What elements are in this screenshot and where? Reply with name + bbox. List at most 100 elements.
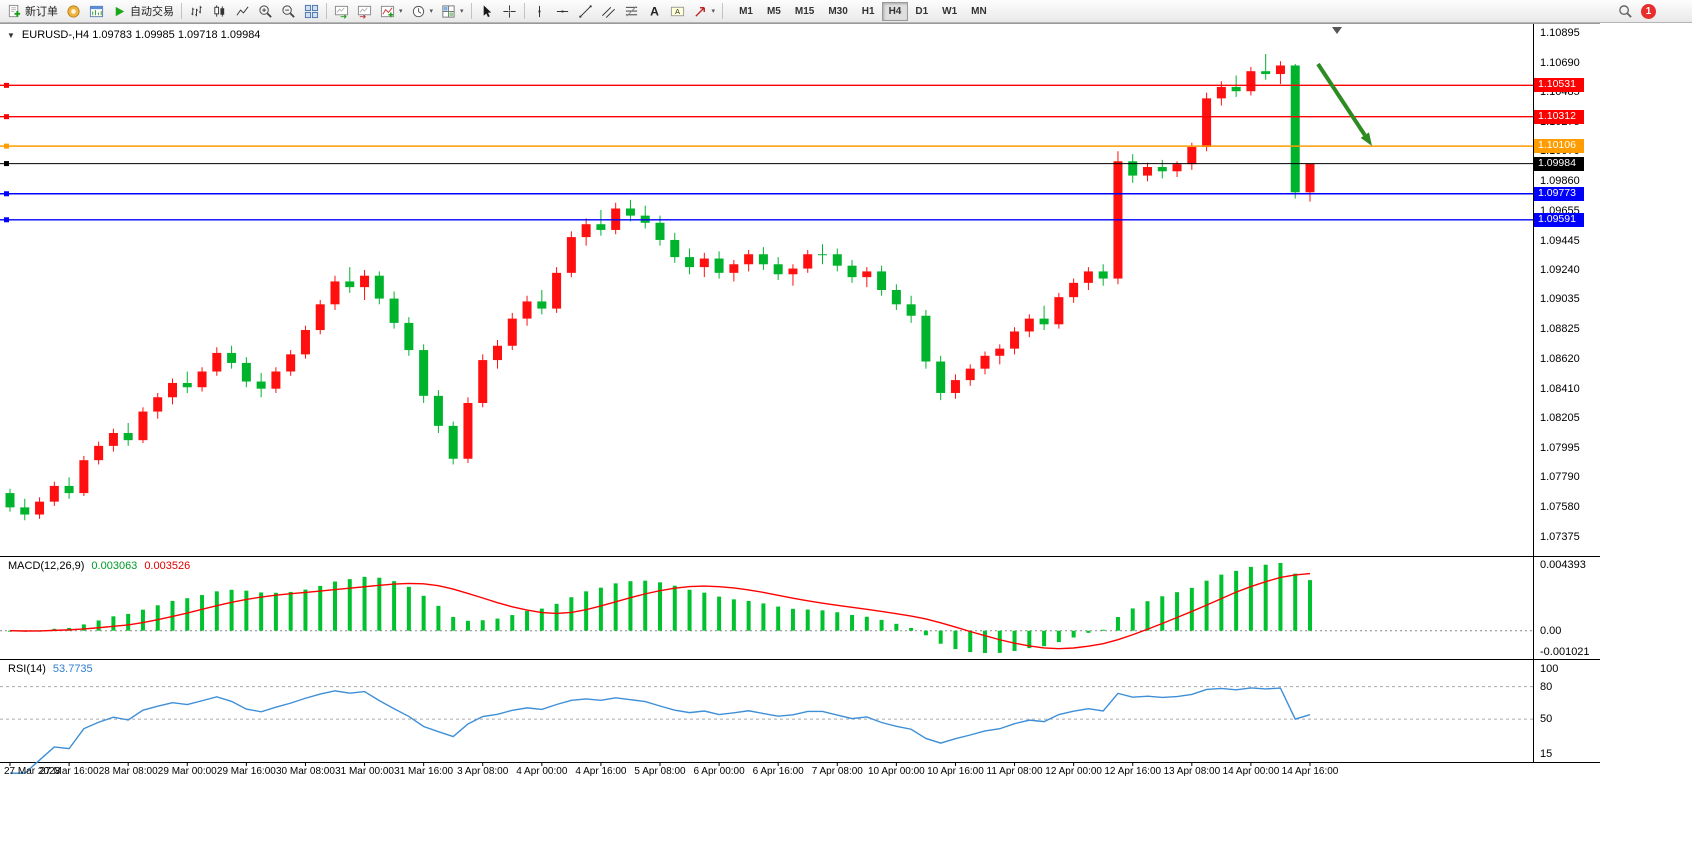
separator (523, 3, 525, 19)
charts-icon (89, 5, 104, 17)
templates-button[interactable]: ▾ (437, 2, 468, 21)
new-order-icon (8, 4, 21, 17)
price-axis-label: 1.07790 (1540, 471, 1580, 484)
macd-name: MACD(12,26,9) (8, 560, 85, 572)
crosshair-icon (502, 4, 516, 18)
time-axis-label: 13 Apr 08:00 (1163, 766, 1221, 777)
price-line-tag: 1.09773 (1534, 186, 1584, 201)
time-axis-label: 12 Apr 00:00 (1045, 766, 1102, 777)
main-toolbar: 新订单 自动交易 (0, 0, 1692, 23)
vertical-line-icon (538, 5, 540, 17)
symbol-ohlc-title: EURUSD-,H4 1.09783 1.09985 1.09718 1.099… (21, 29, 261, 41)
autoscroll-icon (334, 5, 349, 19)
rsi-indicator-label: RSI(14) 53.7735 (8, 663, 93, 675)
cursor-button[interactable] (475, 2, 498, 21)
horizontal-line-icon (556, 10, 568, 12)
autoscroll-button[interactable] (330, 2, 353, 21)
new-order-button[interactable]: 新订单 (3, 2, 62, 21)
trendline-button[interactable] (574, 2, 597, 21)
price-axis-label: 1.07375 (1540, 530, 1580, 543)
tile-windows-icon (304, 4, 319, 18)
vertical-line-button[interactable] (528, 2, 551, 21)
chart-title: ▼ EURUSD-,H4 1.09783 1.09985 1.09718 1.0… (7, 29, 260, 41)
timeframe-w1-button[interactable]: W1 (942, 5, 958, 17)
separator (326, 3, 327, 19)
timeframe-d1-button[interactable]: D1 (915, 5, 929, 17)
charts-button[interactable] (85, 2, 108, 21)
line-chart-button[interactable] (231, 2, 254, 21)
text-label-icon: A (670, 6, 684, 16)
price-line-tag: 1.10106 (1534, 139, 1584, 154)
timeframe-h4-button[interactable]: H4 (881, 1, 909, 21)
arrows-button[interactable]: ▾ (689, 2, 720, 21)
fibonacci-icon (625, 5, 637, 17)
timeframe-m30-button[interactable]: M30 (828, 5, 848, 17)
price-axis-label: 1.08620 (1540, 352, 1580, 365)
channel-icon (601, 6, 615, 18)
zoom-out-button[interactable] (277, 2, 300, 21)
price-axis-label: 1.07580 (1540, 501, 1580, 514)
price-line-tag: 1.10312 (1534, 109, 1584, 124)
zoom-in-button[interactable] (254, 2, 277, 21)
timeframe-group: M1 M5 M15 M30 H1 H4 D1 W1 MN (732, 1, 994, 21)
svg-text:A: A (675, 6, 680, 15)
one-click-trading-toggle[interactable]: ▼ (7, 30, 15, 40)
search-button[interactable] (1614, 2, 1637, 21)
time-axis-label: 11 Apr 08:00 (986, 766, 1043, 777)
price-line-tag: 1.09591 (1534, 212, 1584, 227)
horizontal-line-button[interactable] (551, 2, 574, 21)
text-button[interactable]: A (643, 2, 666, 21)
zoom-out-icon (282, 4, 295, 18)
community-button[interactable] (62, 2, 85, 21)
time-axis-label: 29 Mar 00:00 (157, 766, 217, 777)
candlestick-chart-icon (214, 4, 225, 17)
price-axis-label: 1.09240 (1540, 263, 1580, 276)
price-axis-label: 1.10895 (1540, 27, 1580, 40)
new-order-label: 新订单 (25, 6, 58, 18)
text-label-button[interactable]: A (666, 2, 689, 21)
timeframe-m5-button[interactable]: M5 (766, 5, 781, 17)
timeframe-m15-button[interactable]: M15 (794, 5, 815, 17)
separator (181, 3, 182, 19)
bar-chart-button[interactable] (185, 2, 208, 21)
notifications-button[interactable]: 1 (1637, 2, 1660, 21)
chart-shift-icon (357, 5, 372, 19)
time-axis-label: 31 Mar 00:00 (335, 766, 394, 777)
time-axis-label: 7 Apr 08:00 (811, 766, 863, 777)
rsi-axis-label: 100 (1540, 663, 1559, 675)
timeframe-h1-button[interactable]: H1 (861, 5, 875, 17)
rsi-axis-label: 50 (1540, 713, 1553, 726)
time-axis-label: 14 Apr 00:00 (1222, 766, 1280, 777)
time-axis-label: 4 Apr 16:00 (575, 766, 627, 777)
templates-icon (442, 4, 455, 18)
time-axis-label: 6 Apr 16:00 (752, 766, 804, 777)
chart-shift-button[interactable] (353, 2, 376, 21)
chevron-down-icon: ▾ (711, 8, 716, 15)
rsi-name: RSI(14) (8, 663, 46, 675)
community-icon (67, 4, 80, 18)
indicators-button[interactable]: ▾ (376, 2, 407, 21)
time-axis-label: 27 Mar 2023 (4, 766, 61, 777)
trendline-icon (578, 4, 592, 18)
indicators-icon (380, 5, 395, 17)
separator (470, 3, 472, 19)
price-axis-label: 1.09860 (1540, 175, 1580, 188)
time-axis-label: 10 Apr 00:00 (868, 766, 925, 777)
timeframe-mn-button[interactable]: MN (971, 5, 987, 17)
autotrading-button[interactable]: 自动交易 (108, 2, 178, 21)
macd-axis-zero-label: 0.00 (1540, 624, 1562, 637)
channel-button[interactable] (597, 2, 620, 21)
separator (722, 3, 724, 19)
tile-windows-button[interactable] (300, 2, 323, 21)
price-line-tag: 1.10531 (1534, 78, 1584, 93)
timeframe-m1-button[interactable]: M1 (739, 5, 753, 17)
fibonacci-button[interactable] (620, 2, 643, 21)
svg-text:A: A (650, 4, 659, 18)
price-axis-label: 1.09035 (1540, 293, 1580, 306)
crosshair-button[interactable] (498, 2, 521, 21)
time-axis-label: 12 Apr 16:00 (1104, 766, 1162, 777)
periods-button[interactable]: ▾ (407, 2, 438, 21)
candlestick-chart-button[interactable] (208, 2, 231, 21)
line-chart-icon (236, 6, 249, 16)
